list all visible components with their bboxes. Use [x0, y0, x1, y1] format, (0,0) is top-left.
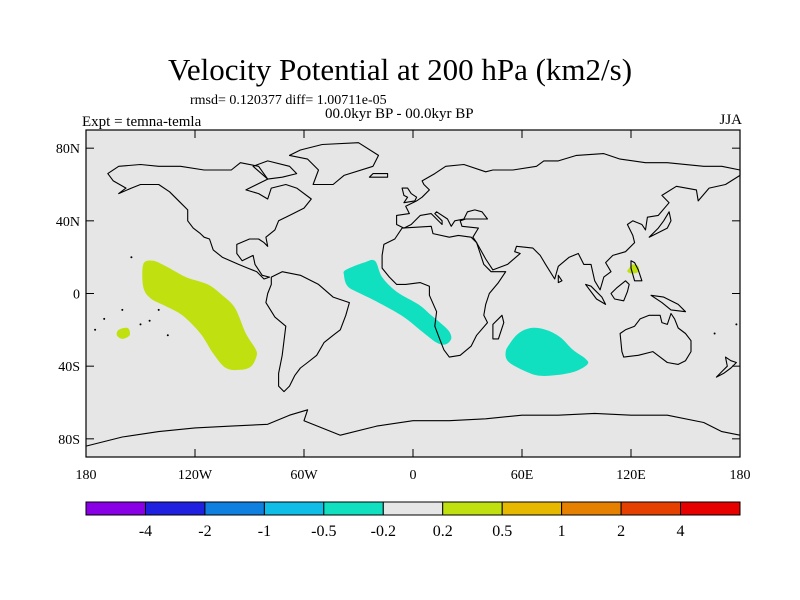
colorbar-box: [85, 501, 146, 516]
plot-title: Velocity Potential at 200 hPa (km2/s): [167, 52, 633, 87]
x-tick-label: 120E: [616, 468, 646, 483]
coastline-sri-lanka: [557, 274, 563, 284]
island-dot: [130, 256, 133, 259]
coastline-new-guinea: [650, 294, 687, 313]
colorbar-label: 1: [558, 523, 566, 540]
coastline-new-zealand: [715, 356, 737, 378]
x-tick-label: 0: [410, 468, 417, 483]
region-atlantic-negative: [343, 259, 452, 345]
coastline-iceland: [368, 173, 389, 178]
coastline-eurasia: [396, 153, 741, 291]
colorbar-box: [323, 501, 384, 516]
season-label: JJA: [719, 112, 742, 128]
region-east-pacific-positive: [142, 260, 258, 371]
colorbar-box: [204, 501, 265, 516]
colorbar-box: [263, 501, 325, 516]
region-indian-ocean-negative: [505, 327, 589, 376]
colorbar-box: [442, 501, 503, 516]
x-tick-label: 180: [730, 468, 751, 483]
island-dot: [157, 308, 160, 311]
y-tick-label: 40S: [58, 360, 80, 375]
coastline-borneo: [610, 280, 630, 302]
coastline-baffin: [252, 160, 298, 180]
y-tick-label: 80S: [58, 433, 80, 448]
x-tick-label: 60E: [511, 468, 534, 483]
colorbar-box: [382, 501, 444, 516]
x-tick-label: 60W: [290, 468, 318, 483]
colorbar-box: [561, 501, 622, 516]
y-tick-label: 0: [73, 288, 80, 303]
colorbar: -4 -2 -1 -0.5 -0.2 0.2 0.5 1 2 4: [85, 501, 741, 540]
x-tick-label: 120W: [178, 468, 213, 483]
colorbar-box: [680, 501, 741, 516]
colorbar-label: -0.2: [371, 523, 396, 540]
coastline-africa: [381, 225, 507, 358]
coastlines: [85, 142, 741, 447]
contour-regions: [116, 259, 639, 376]
colorbar-box: [145, 501, 206, 516]
axis-ticks: 180 120W 60W 0 60E 120E 180 80N 40N 0 40S 80S: [56, 130, 751, 483]
island-dot: [166, 334, 169, 337]
island-dot: [139, 323, 142, 326]
coastline-australia: [619, 312, 692, 365]
coastline-japan: [648, 211, 672, 238]
island-dot: [94, 328, 97, 331]
experiment-label: Expt = temna-temla: [82, 114, 202, 130]
island-dot: [103, 317, 106, 320]
colorbar-label: -4: [139, 523, 152, 540]
coastline-philippines: [630, 260, 643, 282]
island-dot: [735, 323, 738, 326]
y-tick-label: 80N: [56, 142, 80, 157]
colorbar-label: -2: [198, 523, 211, 540]
colorbar-box: [501, 501, 563, 516]
coastline-uk: [401, 187, 418, 204]
colorbar-box: [620, 501, 682, 516]
colorbar-label: 4: [677, 523, 685, 540]
x-tick-label: 180: [76, 468, 97, 483]
coastline-sumatra: [585, 283, 607, 305]
coastline-south-america: [265, 271, 350, 393]
colorbar-label: -1: [258, 523, 271, 540]
colorbar-label: 0.2: [433, 523, 453, 540]
island-dot: [148, 319, 151, 322]
y-tick-label: 40N: [56, 215, 80, 230]
period-label: 00.0kyr BP - 00.0kyr BP: [325, 106, 474, 122]
island-dot: [713, 332, 716, 335]
colorbar-label: 2: [617, 523, 625, 540]
island-dot: [121, 308, 124, 311]
coastline-antarctica: [85, 409, 741, 447]
coastline-madagascar: [492, 314, 505, 340]
colorbar-label: 0.5: [492, 523, 512, 540]
region-central-pacific-positive: [116, 327, 130, 339]
stats-subtitle: rmsd= 0.120377 diff= 1.00711e-05: [190, 93, 387, 108]
coastline-greenland: [288, 142, 380, 186]
colorbar-label: -0.5: [311, 523, 336, 540]
